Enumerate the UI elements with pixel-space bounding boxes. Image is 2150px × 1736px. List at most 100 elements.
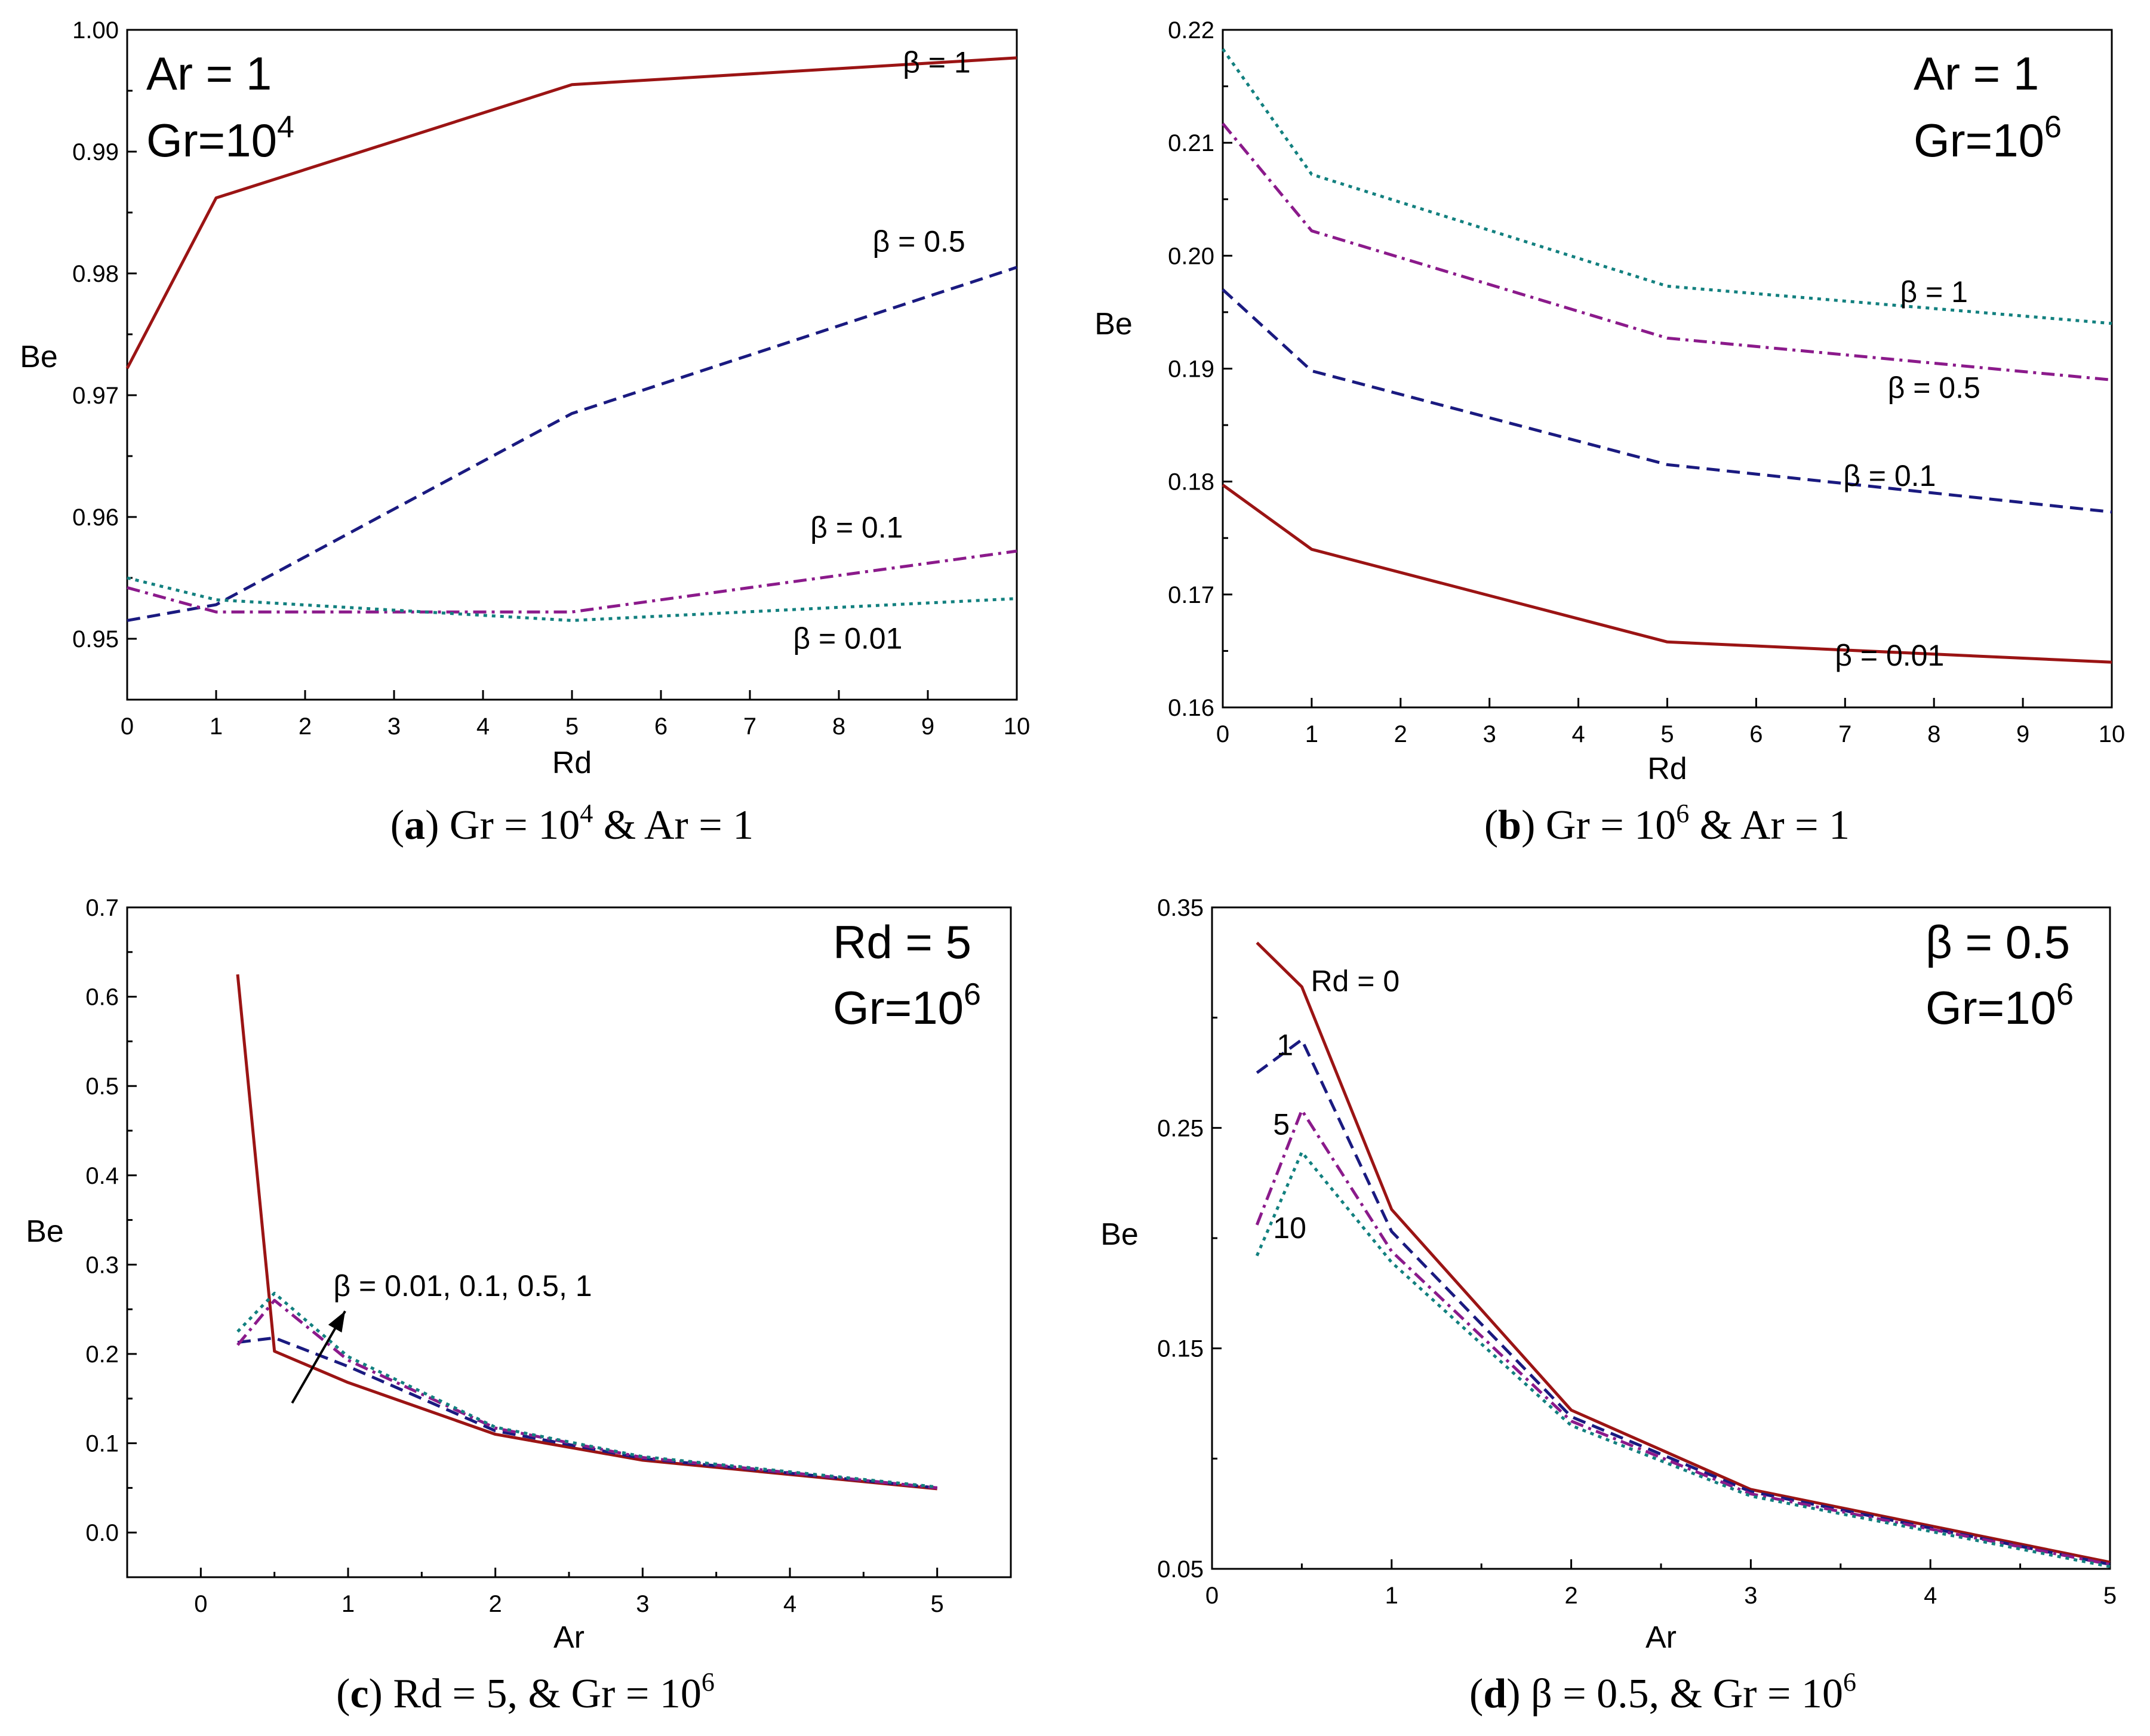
annotation-line-2: Gr=104 [146,110,294,167]
annotation-line-2: Gr=106 [1914,110,2062,167]
series-line-2 [1222,122,2112,381]
series-label: β = 0.5 [872,224,965,258]
series-label: Rd = 0 [1311,964,1400,998]
caption-open: ( [1484,802,1498,848]
y-tick-label: 0.17 [1168,582,1214,608]
series-label: 10 [1273,1211,1306,1245]
annotation-line-1: Ar = 1 [1914,47,2039,100]
x-axis-title: Ar [553,1620,585,1655]
caption-close: ) [1506,1671,1531,1717]
x-tick-label: 9 [2016,721,2029,747]
panel-caption: (b) Gr = 106 & Ar = 1 [1484,799,1850,848]
caption-letter: d [1483,1671,1506,1717]
y-tick-label: 0.98 [72,261,119,287]
caption-close: ) [425,802,450,848]
series-label: β = 1 [903,45,971,79]
annotation-base: Gr=10 [1926,981,2056,1034]
annotation-line-1: β = 0.5 [1926,916,2070,968]
x-tick-label: 10 [1004,713,1031,740]
x-tick-label: 0 [1216,721,1229,747]
y-tick-label: 0.97 [72,383,119,409]
x-tick-label: 9 [921,713,934,740]
series-label: β = 0.1 [810,511,903,544]
caption-letter: a [404,802,425,848]
annotation-base: Gr=10 [1914,114,2044,167]
x-tick-label: 2 [299,713,312,740]
x-tick-label: 10 [2099,721,2126,747]
series-line-3 [1255,1109,2111,1566]
annotation-line-2: Gr=106 [1926,977,2074,1034]
x-tick-label: 3 [636,1591,649,1617]
caption-text: Gr = 10 [1546,802,1676,848]
caption-exponent: 6 [702,1667,715,1697]
annotation-exponent: 6 [964,977,981,1012]
annotation-exponent: 6 [2056,977,2074,1012]
y-tick-label: 0.15 [1157,1336,1204,1362]
y-tick-label: 0.0 [85,1520,119,1546]
x-tick-label: 5 [2103,1583,2117,1609]
caption-close: ) [1521,802,1546,848]
caption-letter: c [350,1671,368,1717]
y-tick-label: 0.35 [1157,895,1204,921]
caption-rest: & Ar = 1 [1689,802,1850,848]
series-label: β = 0.1 [1843,459,1936,493]
x-tick-label: 6 [654,713,668,740]
caption-text: β = 0.5, & Gr = 10 [1531,1671,1843,1717]
arrow-label: β = 0.01, 0.1, 0.5, 1 [333,1269,592,1303]
series-line-3 [127,549,1017,614]
caption-close: ) [369,1671,393,1717]
panel-c: 0 1 2 3 4 5 0.0 0.1 0.2 0.3 0.4 0.5 0.6 0.7 Ar Be Rd = 5… [26,895,1012,1717]
x-tick-label: 2 [1564,1583,1577,1609]
panel-d: 0 1 2 3 4 5 0.05 0.15 0.25 0.35 Ar Be Rd = 0 1 5 10 β = … [1100,895,2117,1717]
series-label: 1 [1277,1028,1293,1061]
x-tick-label: 1 [1385,1583,1398,1609]
series-line-1 [1256,941,2111,1564]
x-tick-label: 0 [121,713,134,740]
x-tick-label: 1 [1305,721,1318,747]
x-tick-label: 2 [489,1591,502,1617]
caption-open: ( [390,802,404,848]
caption-exponent: 6 [1676,799,1689,828]
series-label: 5 [1273,1107,1290,1141]
series-line-2 [127,266,1017,622]
y-tick-label: 0.5 [85,1073,119,1100]
caption-text: Gr = 10 [450,802,580,848]
arrow-head [328,1311,346,1333]
caption-exponent: 6 [1843,1667,1856,1697]
series-line-1 [236,974,937,1491]
x-tick-label: 3 [1744,1583,1757,1609]
x-tick-label: 7 [743,713,756,740]
x-tick-label: 3 [387,713,401,740]
x-tick-label: 6 [1749,721,1763,747]
series-label: β = 0.5 [1888,371,1980,405]
x-tick-label: 3 [1483,721,1496,747]
series-line-3 [1222,288,2112,514]
y-tick-label: 0.25 [1157,1115,1204,1141]
x-tick-label: 4 [783,1591,796,1617]
y-tick-label: 0.21 [1168,130,1214,156]
y-tick-label: 0.6 [85,984,119,1011]
x-tick-label: 1 [342,1591,355,1617]
x-tick-label: 8 [832,713,845,740]
x-tick-label: 2 [1394,721,1407,747]
series-line-4 [236,1291,937,1489]
series-line-4 [1222,484,2112,664]
x-tick-label: 5 [1660,721,1674,747]
x-axis-title: Rd [552,746,592,780]
y-tick-label: 0.22 [1168,17,1214,44]
x-tick-label: 4 [1924,1583,1937,1609]
y-axis-title: Be [26,1214,64,1249]
panel-caption: (c) Rd = 5, & Gr = 106 [336,1667,715,1717]
y-tick-label: 0.18 [1168,469,1214,495]
panel-a: 0 1 2 3 4 5 6 7 8 9 10 0.95 0.96 0.97 0.98 0.99 1.00 Rd Be… [20,17,1030,848]
series-line-1 [125,56,1017,370]
caption-open: ( [336,1671,350,1717]
annotation-exponent: 6 [2044,110,2062,144]
x-tick-label: 7 [1838,721,1851,747]
series-line-1 [1221,48,2112,325]
panel-b: 0 1 2 3 4 5 6 7 8 9 10 0.16 0.17 0.18 0.19 0.20 0.21 0.22… [1094,17,2125,848]
x-tick-label: 0 [194,1591,207,1617]
y-tick-label: 0.16 [1168,695,1214,721]
